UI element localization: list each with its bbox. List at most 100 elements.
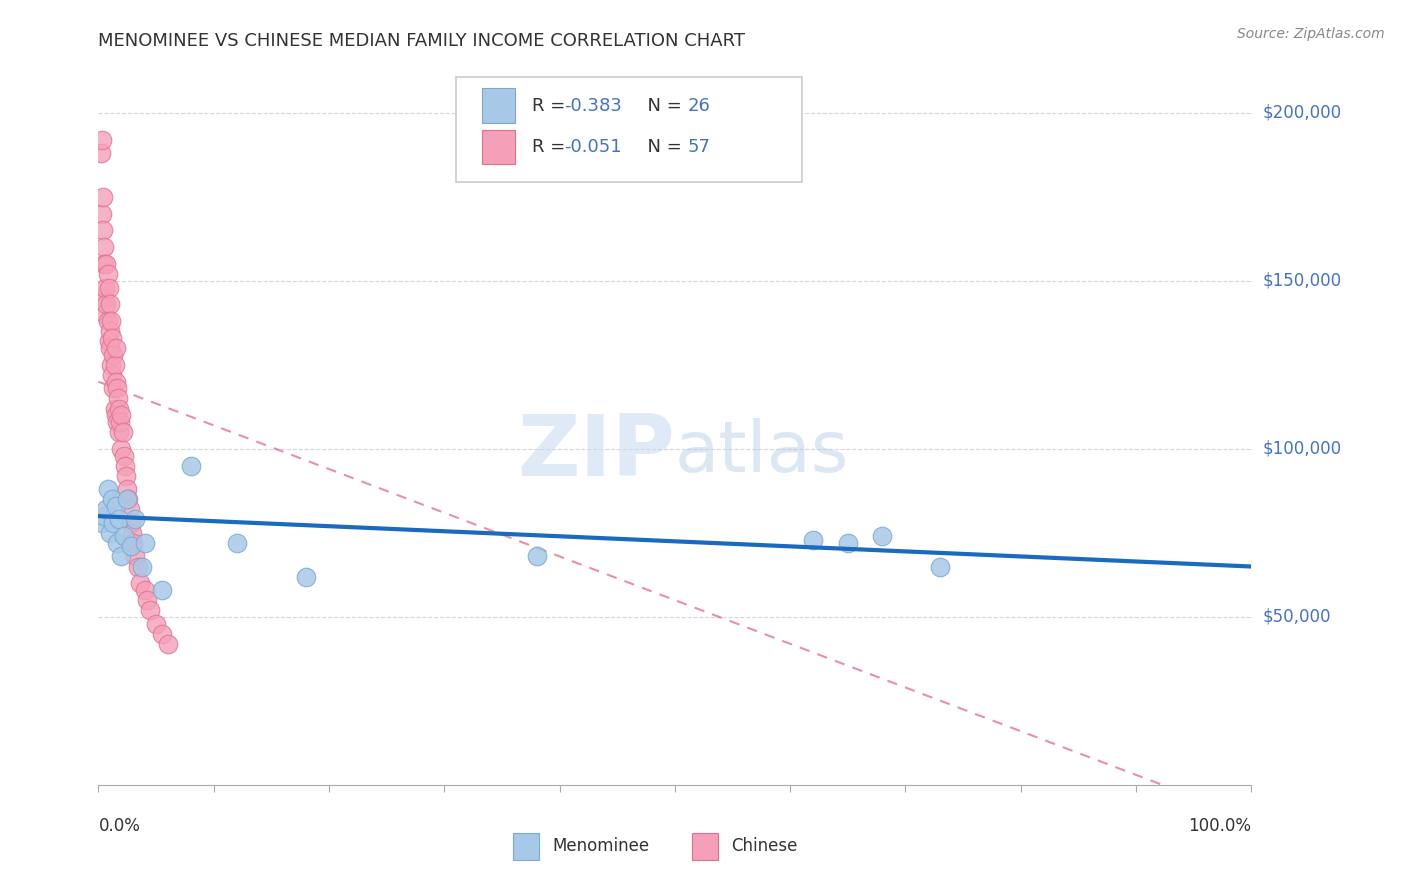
FancyBboxPatch shape bbox=[456, 77, 801, 182]
Point bbox=[105, 415, 128, 429]
Point bbox=[108, 512, 131, 526]
Point bbox=[526, 549, 548, 564]
Point bbox=[111, 425, 134, 439]
Point bbox=[101, 368, 124, 382]
Bar bbox=[482, 88, 515, 123]
Point bbox=[105, 381, 128, 395]
Point bbox=[124, 549, 146, 564]
Point bbox=[110, 415, 132, 429]
Point bbox=[127, 559, 149, 574]
Point bbox=[135, 593, 157, 607]
Text: 100.0%: 100.0% bbox=[1188, 817, 1251, 836]
Text: Source: ZipAtlas.com: Source: ZipAtlas.com bbox=[1237, 27, 1385, 41]
Point bbox=[124, 512, 146, 526]
Point bbox=[180, 458, 202, 473]
Point bbox=[100, 358, 122, 372]
Point bbox=[104, 341, 127, 355]
Point bbox=[96, 297, 118, 311]
Point bbox=[110, 442, 132, 456]
Point bbox=[156, 637, 179, 651]
Point bbox=[929, 559, 952, 574]
Bar bbox=[692, 832, 717, 860]
Text: $50,000: $50,000 bbox=[1263, 608, 1331, 626]
Point bbox=[97, 482, 120, 496]
Point bbox=[225, 536, 247, 550]
Point bbox=[90, 133, 112, 147]
Text: 0.0%: 0.0% bbox=[98, 817, 141, 836]
Point bbox=[134, 536, 156, 550]
Point bbox=[90, 207, 112, 221]
Point bbox=[121, 525, 143, 540]
Point bbox=[115, 468, 138, 483]
Point bbox=[98, 324, 121, 338]
Bar bbox=[482, 129, 515, 164]
Point bbox=[131, 559, 153, 574]
Point bbox=[110, 409, 132, 423]
Point bbox=[120, 516, 142, 530]
Point bbox=[96, 502, 118, 516]
Point bbox=[295, 569, 318, 583]
Point bbox=[118, 502, 141, 516]
Point bbox=[801, 533, 824, 547]
Text: 26: 26 bbox=[688, 97, 710, 115]
Point bbox=[104, 499, 127, 513]
Point bbox=[114, 458, 136, 473]
Point bbox=[97, 267, 120, 281]
Point bbox=[103, 381, 125, 395]
Point bbox=[90, 516, 112, 530]
Text: Chinese: Chinese bbox=[731, 838, 797, 855]
Point bbox=[93, 291, 115, 305]
Point bbox=[150, 626, 173, 640]
Point bbox=[93, 257, 115, 271]
Point bbox=[104, 375, 127, 389]
Point bbox=[112, 449, 135, 463]
Text: Menominee: Menominee bbox=[553, 838, 650, 855]
Point bbox=[117, 492, 139, 507]
Point bbox=[117, 482, 139, 496]
Point bbox=[134, 582, 156, 597]
Point bbox=[103, 348, 125, 362]
Point bbox=[90, 146, 112, 161]
Point bbox=[98, 341, 121, 355]
Point bbox=[94, 280, 117, 294]
Point bbox=[100, 314, 122, 328]
Text: -0.051: -0.051 bbox=[564, 138, 621, 156]
Text: N =: N = bbox=[636, 97, 688, 115]
Point bbox=[103, 358, 125, 372]
Point bbox=[107, 392, 129, 406]
Text: ZIP: ZIP bbox=[517, 411, 675, 494]
Point bbox=[112, 529, 135, 543]
Point bbox=[139, 603, 162, 617]
Text: $100,000: $100,000 bbox=[1263, 440, 1341, 458]
Point bbox=[117, 492, 139, 507]
Point bbox=[129, 576, 152, 591]
Point bbox=[97, 314, 120, 328]
Point bbox=[110, 549, 132, 564]
Point bbox=[97, 334, 120, 349]
Point bbox=[103, 516, 125, 530]
Point bbox=[122, 536, 145, 550]
Bar bbox=[513, 832, 538, 860]
Text: $150,000: $150,000 bbox=[1263, 272, 1341, 290]
Point bbox=[150, 582, 173, 597]
Point bbox=[98, 525, 121, 540]
Point bbox=[103, 401, 125, 416]
Point bbox=[98, 297, 121, 311]
Point bbox=[91, 223, 114, 237]
Text: MENOMINEE VS CHINESE MEDIAN FAMILY INCOME CORRELATION CHART: MENOMINEE VS CHINESE MEDIAN FAMILY INCOM… bbox=[98, 32, 745, 50]
Text: 57: 57 bbox=[688, 138, 710, 156]
Text: atlas: atlas bbox=[675, 418, 849, 487]
Text: R =: R = bbox=[531, 97, 571, 115]
Point bbox=[145, 616, 167, 631]
Text: $200,000: $200,000 bbox=[1263, 103, 1341, 122]
Point bbox=[97, 280, 120, 294]
Point bbox=[108, 425, 131, 439]
Point bbox=[120, 540, 142, 554]
Point bbox=[104, 409, 127, 423]
Text: N =: N = bbox=[636, 138, 688, 156]
Text: -0.383: -0.383 bbox=[564, 97, 621, 115]
Point bbox=[94, 308, 117, 322]
Text: R =: R = bbox=[531, 138, 571, 156]
Point bbox=[101, 331, 124, 345]
Point bbox=[872, 529, 894, 543]
